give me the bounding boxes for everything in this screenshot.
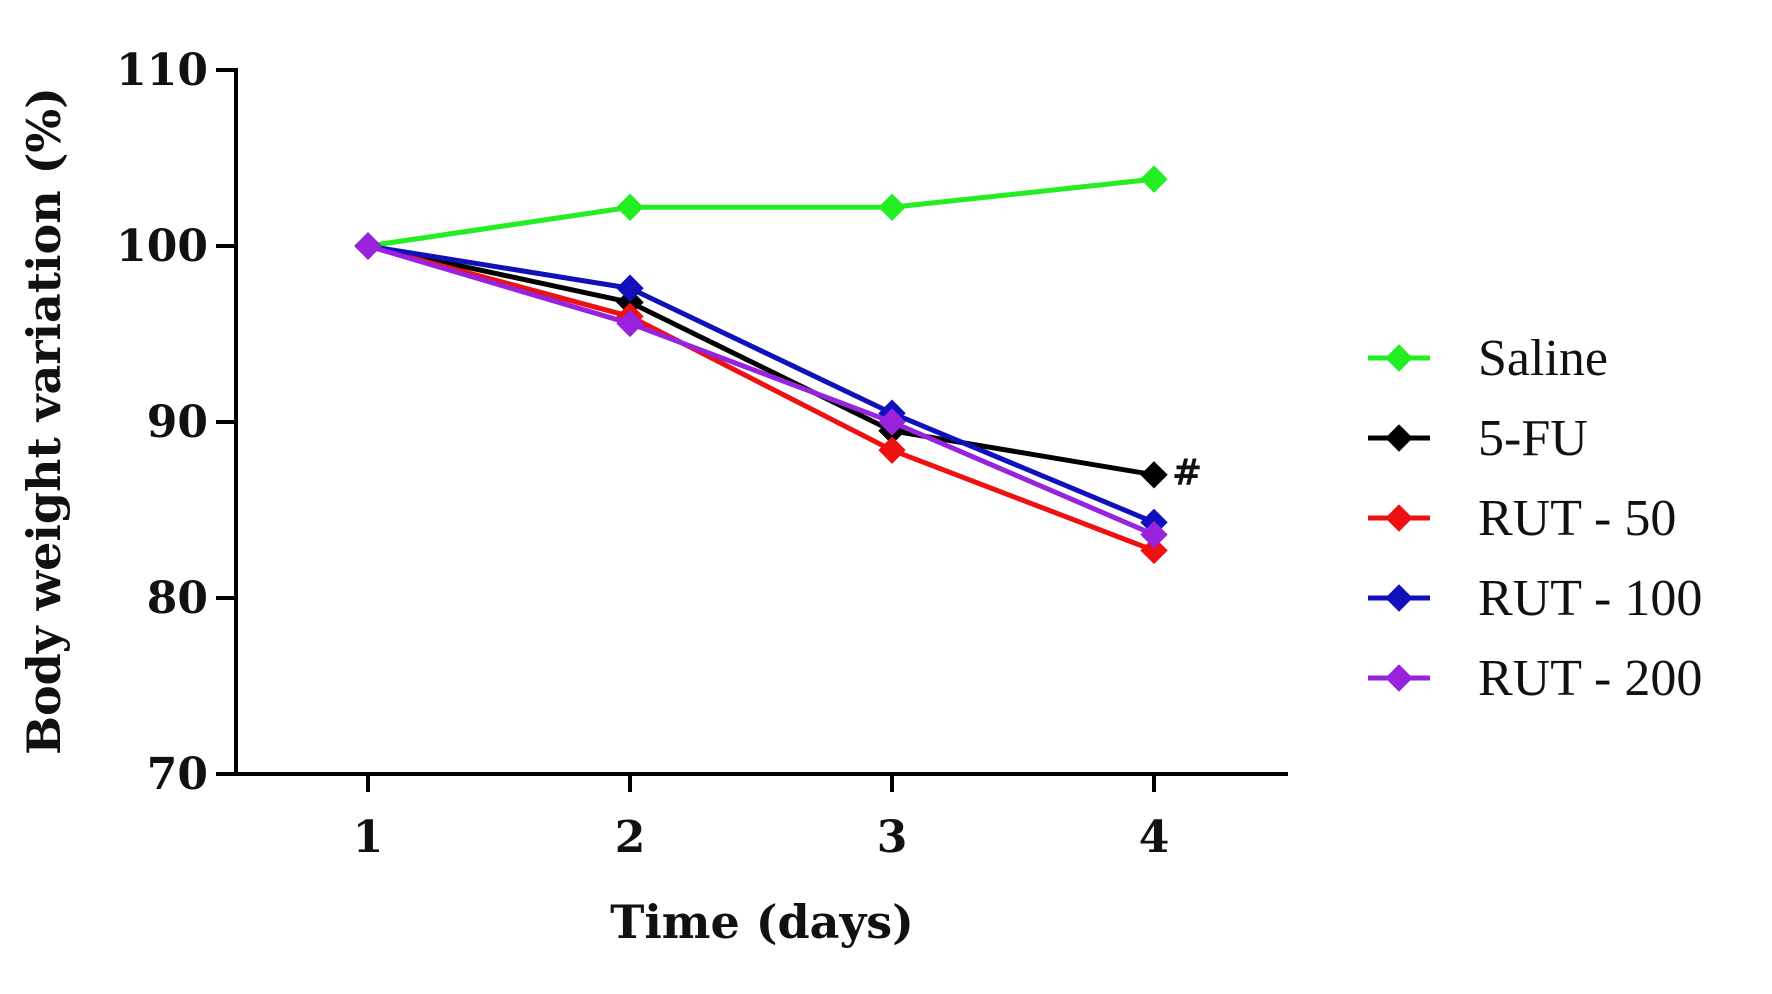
y-axis-title: Body weight variation (%) [17,87,71,755]
y-tick-label: 110 [116,45,208,96]
series-rut-50 [354,232,1168,565]
data-point [1140,165,1168,193]
legend-marker [1385,344,1413,372]
data-point [878,436,906,464]
legend-item: RUT - 200 [1368,650,1702,707]
series-line [367,243,1155,537]
legend-item: RUT - 50 [1368,490,1676,547]
axes [234,68,1288,776]
data-point [354,232,382,260]
data-point [616,274,644,302]
legend-label: Saline [1478,330,1608,387]
x-tick-label: 4 [1139,812,1170,863]
data-point [616,193,644,221]
series-5-fu [354,232,1168,489]
y-tick-label: 100 [116,221,208,272]
legend-label: RUT - 50 [1478,490,1676,547]
data-point [616,309,644,338]
y-tick-label: 70 [147,749,208,800]
x-tick-label: 1 [353,812,384,863]
legend: Saline 5-FU RUT - 50 RUT - 100 RUT - 200 [1368,330,1702,707]
significance-marker: # [1172,452,1202,494]
data-point [1140,461,1168,489]
data-point [878,408,906,436]
legend-marker [1385,424,1413,452]
y-tick-label: 80 [147,573,208,624]
series-line [367,243,1155,553]
x-tick-label: 3 [877,812,908,863]
x-tick-label: 2 [615,812,646,863]
legend-label: RUT - 100 [1478,570,1702,627]
legend-label: RUT - 200 [1478,650,1702,707]
legend-label: 5-FU [1478,410,1588,467]
y-tick-label: 90 [147,397,208,448]
y-ticks: 70 80 90 100 110 [116,45,236,800]
series-line [367,176,1155,249]
x-axis-title: Time (days) [610,895,914,949]
data-point [1140,536,1168,565]
legend-item: RUT - 100 [1368,570,1702,627]
data-point [1140,520,1168,549]
series-layer [354,165,1168,565]
series-line [367,243,1155,478]
annotation-layer: # [1172,452,1202,494]
legend-marker [1385,504,1413,532]
series-rut-200 [354,232,1168,549]
legend-item: Saline [1368,330,1608,387]
series-line [367,243,1155,525]
series-saline [354,165,1168,260]
legend-item: 5-FU [1368,410,1588,467]
legend-marker [1385,584,1413,612]
x-ticks: 1 2 3 4 [353,774,1170,863]
data-point [878,193,906,221]
legend-marker [1385,664,1413,692]
